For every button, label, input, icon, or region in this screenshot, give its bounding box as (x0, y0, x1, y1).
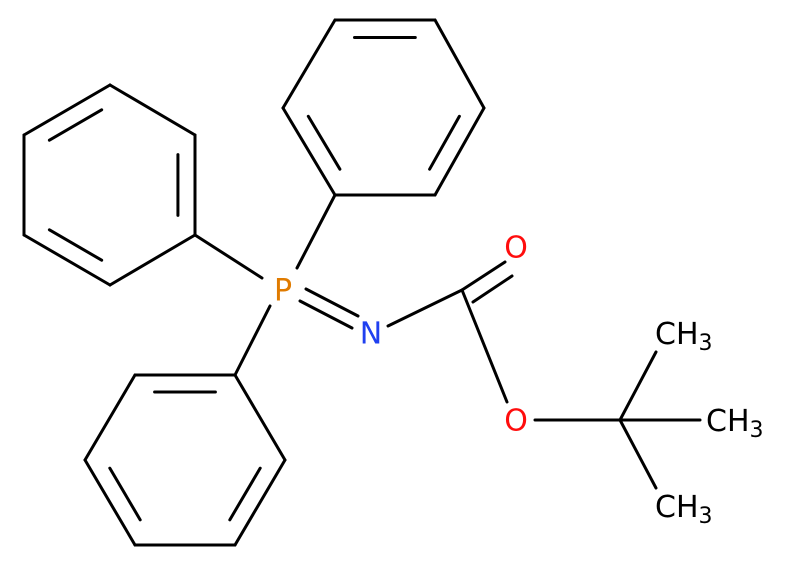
bond (233, 458, 287, 547)
atom-subscript: 3 (750, 418, 764, 443)
bond (108, 233, 197, 287)
bond (108, 83, 197, 137)
bond (281, 106, 337, 197)
bond (306, 114, 342, 171)
bond (298, 299, 354, 330)
bond (386, 288, 464, 328)
bond (233, 373, 287, 462)
bond (228, 466, 262, 522)
atom-symbol: CH (655, 317, 699, 352)
atom-subscript: 3 (699, 331, 713, 356)
bond (193, 233, 264, 280)
bond (471, 274, 514, 304)
bond (22, 233, 112, 287)
bond (618, 350, 658, 422)
bond (281, 18, 337, 110)
bond (433, 106, 486, 197)
atom-symbol: CH (655, 490, 699, 525)
bond (428, 114, 461, 171)
atom-label: CH3 (655, 490, 713, 530)
bond (22, 83, 112, 137)
atom-label: CH3 (655, 317, 713, 357)
bond (295, 193, 337, 270)
bond (108, 466, 142, 522)
atom-label: O (504, 231, 528, 266)
bond (233, 304, 272, 377)
atom-label: O (504, 404, 528, 439)
bond (618, 418, 658, 490)
atom-symbol: CH (706, 404, 750, 439)
bond (460, 288, 509, 404)
atom-label: N (360, 317, 382, 352)
atom-label: P (274, 274, 292, 309)
bond (460, 260, 507, 292)
atom-label: CH3 (706, 404, 764, 444)
bond (304, 287, 360, 318)
atom-subscript: 3 (699, 504, 713, 529)
bond (83, 373, 137, 462)
bond (47, 108, 104, 142)
bond (433, 18, 486, 110)
bonds (22, 18, 702, 547)
bond (83, 458, 137, 547)
bond (47, 228, 104, 262)
